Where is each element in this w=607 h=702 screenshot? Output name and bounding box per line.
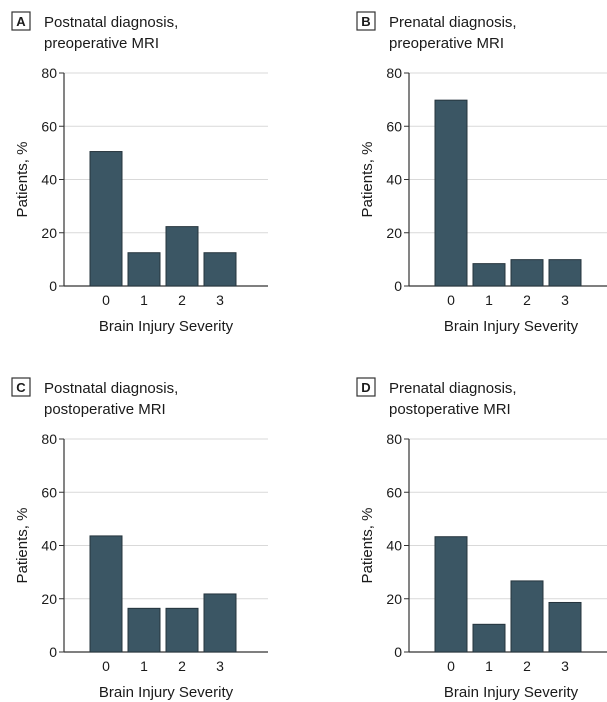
x-tick-label: 3 — [561, 292, 569, 308]
panel-letter: A — [16, 14, 26, 29]
bar-1 — [472, 623, 506, 653]
x-tick-label: 0 — [447, 292, 455, 308]
bar-2 — [165, 226, 199, 287]
panel-title-line: postoperative MRI — [389, 401, 511, 418]
y-tick-label: 80 — [386, 431, 402, 447]
bar-2 — [510, 580, 544, 653]
bar-3 — [548, 259, 582, 287]
chart-panel-c: C Postnatal diagnosis, postoperative MRI 0 2… — [11, 377, 268, 701]
panel-letter: D — [361, 380, 370, 395]
y-tick-label: 20 — [386, 591, 402, 607]
y-tick-label: 80 — [41, 65, 57, 81]
bar-0 — [89, 151, 123, 287]
x-tick-label: 0 — [102, 292, 110, 308]
chart-panel-d: D Prenatal diagnosis,postoperative MRI020… — [356, 377, 607, 701]
panel-title-line: postoperative MRI — [44, 401, 166, 418]
x-tick-label: 1 — [485, 658, 493, 674]
bar-3 — [203, 593, 237, 653]
chart-panel-a: A Postnatal diagnosis,preoperative MRI020… — [11, 11, 268, 335]
bar-3 — [203, 252, 237, 287]
x-tick-label: 1 — [485, 292, 493, 308]
x-tick-label: 2 — [523, 292, 531, 308]
panel-title-line: Postnatal diagnosis, — [44, 14, 178, 31]
x-tick-label: 0 — [102, 658, 110, 674]
x-axis-label: Brain Injury Severity — [444, 684, 579, 701]
x-tick-label: 2 — [178, 658, 186, 674]
panel-title-line: Postnatal diagnosis, — [44, 380, 178, 397]
panel-letter: B — [361, 14, 370, 29]
bar-2 — [510, 259, 544, 287]
y-tick-label: 40 — [41, 538, 57, 554]
bar-0 — [434, 99, 468, 287]
x-tick-label: 3 — [216, 292, 224, 308]
y-axis-label: Patients, % — [359, 142, 376, 218]
y-tick-label: 40 — [386, 538, 402, 554]
panel-title-line: Prenatal diagnosis, — [389, 14, 517, 31]
x-tick-label: 0 — [447, 658, 455, 674]
panel-title-line: Prenatal diagnosis, — [389, 380, 517, 397]
panel-letter-box — [356, 11, 376, 31]
y-tick-label: 80 — [386, 65, 402, 81]
x-tick-label: 3 — [216, 658, 224, 674]
y-tick-label: 60 — [386, 484, 402, 500]
panel-letter-box — [11, 11, 31, 31]
y-tick-label: 60 — [41, 118, 57, 134]
x-axis-label: Brain Injury Severity — [444, 318, 579, 335]
y-tick-label: 0 — [394, 278, 402, 294]
bar-1 — [127, 252, 161, 287]
y-tick-label: 20 — [41, 225, 57, 241]
y-tick-label: 60 — [41, 484, 57, 500]
panel-title-line: preoperative MRI — [389, 35, 504, 52]
y-tick-label: 0 — [394, 644, 402, 660]
bar-3 — [548, 601, 582, 653]
bar-1 — [127, 607, 161, 653]
y-axis-label: Patients, % — [359, 508, 376, 584]
x-tick-label: 2 — [178, 292, 186, 308]
y-tick-label: 40 — [41, 172, 57, 188]
x-axis-label: Brain Injury Severity — [99, 318, 234, 335]
y-tick-label: 20 — [386, 225, 402, 241]
chart-panel-b: B Prenatal diagnosis,preoperative MRI0204… — [356, 11, 607, 335]
x-tick-label: 3 — [561, 658, 569, 674]
bar-1 — [472, 263, 506, 287]
y-tick-label: 60 — [386, 118, 402, 134]
panel-letter-box — [356, 377, 376, 397]
x-tick-label: 1 — [140, 658, 148, 674]
y-tick-label: 20 — [41, 591, 57, 607]
bar-0 — [89, 535, 123, 653]
y-axis-label: Patients, % — [14, 508, 31, 584]
x-tick-label: 2 — [523, 658, 531, 674]
x-axis-label: Brain Injury Severity — [99, 684, 234, 701]
bar-2 — [165, 607, 199, 653]
y-axis-label: Patients, % — [14, 142, 31, 218]
panel-letter-box — [11, 377, 31, 397]
y-tick-label: 40 — [386, 172, 402, 188]
y-tick-label: 80 — [41, 431, 57, 447]
x-tick-label: 1 — [140, 292, 148, 308]
panel-letter: C — [16, 380, 26, 395]
y-tick-label: 0 — [49, 278, 57, 294]
y-tick-label: 0 — [49, 644, 57, 660]
panel-title-line: preoperative MRI — [44, 35, 159, 52]
bar-0 — [434, 536, 468, 653]
